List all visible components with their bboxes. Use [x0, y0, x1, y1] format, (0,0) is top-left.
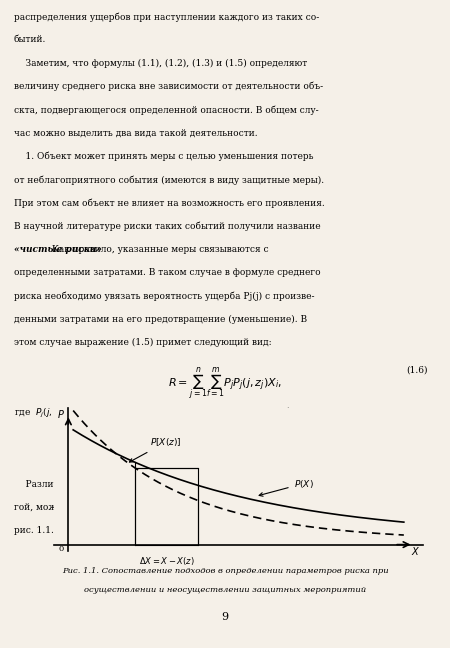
- Text: величину среднего риска вне зависимости от деятельности объ-: величину среднего риска вне зависимости …: [14, 82, 323, 91]
- Text: этом случае выражение (1.5) примет следующий вид:: этом случае выражение (1.5) примет следу…: [14, 338, 271, 347]
- Text: 0: 0: [58, 545, 63, 553]
- Text: В научной литературе риски таких событий получили название: В научной литературе риски таких событий…: [14, 222, 320, 231]
- Text: Рис. 1.1. Сопоставление подходов в определении параметров риска при: Рис. 1.1. Сопоставление подходов в опред…: [62, 567, 388, 575]
- Text: 9: 9: [221, 612, 229, 622]
- Text: осуществлении и неосуществлении защитных мероприятий: осуществлении и неосуществлении защитных…: [84, 586, 366, 594]
- Text: $P[X(z)]$: $P[X(z)]$: [130, 436, 181, 462]
- Text: Заметим, что формулы (1.1), (1.2), (1.3) и (1.5) определяют: Заметим, что формулы (1.1), (1.2), (1.3)…: [14, 59, 307, 68]
- Text: гой, можно проиллюстрировать графиком, представленным на: гой, можно проиллюстрировать графиком, п…: [14, 503, 316, 512]
- Text: (1.6): (1.6): [406, 365, 428, 375]
- Text: где  $P_j(j, z_j)$    условная вероятность возникновения ущерба $X_i$ при на-: где $P_j(j, z_j)$ условная вероятность в…: [14, 406, 344, 420]
- Text: риска необходимо увязать вероятность ущерба Pj(j) с произве-: риска необходимо увязать вероятность уще…: [14, 292, 314, 301]
- Text: денными затратами на его предотвращение (уменьшение). В: денными затратами на его предотвращение …: [14, 315, 306, 324]
- Text: от неблагоприятного события (имеются в виду защитные меры).: от неблагоприятного события (имеются в в…: [14, 175, 324, 185]
- Text: ступлении неблагоприятного события $j$-го типа и осуще-: ступлении неблагоприятного события $j$-г…: [14, 429, 327, 443]
- Text: распределения ущербов при наступлении каждого из таких со-: распределения ущербов при наступлении ка…: [14, 12, 319, 21]
- Text: $X$: $X$: [411, 544, 420, 557]
- Text: час можно выделить два вида такой деятельности.: час можно выделить два вида такой деятел…: [14, 128, 257, 137]
- Text: Как правило, указанные меры связываются с: Как правило, указанные меры связываются …: [49, 245, 268, 254]
- Text: бытий.: бытий.: [14, 36, 46, 44]
- Text: Различия в формуле (1.5), с одной стороны, и (1.6) — с дру-: Различия в формуле (1.5), с одной сторон…: [14, 480, 311, 489]
- Text: 1. Объект может принять меры с целью уменьшения потерь: 1. Объект может принять меры с целью уме…: [14, 152, 313, 161]
- Text: При этом сам объект не влияет на возможность его проявления.: При этом сам объект не влияет на возможн…: [14, 198, 324, 208]
- Text: $R = \sum_{j=1}^{n}\sum_{f=1}^{m} P_j P_j(j, z_j) X_i,$: $R = \sum_{j=1}^{n}\sum_{f=1}^{m} P_j P_…: [168, 365, 282, 403]
- Text: «чистые риски»: «чистые риски»: [14, 245, 102, 254]
- Text: скта, подвергающегося определенной опасности. В общем слу-: скта, подвергающегося определенной опасн…: [14, 105, 318, 115]
- Text: $P$: $P$: [57, 408, 65, 420]
- Text: определенными затратами. В таком случае в формуле среднего: определенными затратами. В таком случае …: [14, 268, 320, 277]
- Bar: [135, 469, 198, 544]
- Text: ствления защитных мероприятий от него с затратами $z_j$.: ствления защитных мероприятий от него с …: [14, 452, 327, 465]
- Text: рис. 1.1.: рис. 1.1.: [14, 526, 54, 535]
- Text: $\Delta X = X - X(z)$: $\Delta X = X - X(z)$: [139, 555, 194, 566]
- Text: $P(X)$: $P(X)$: [259, 478, 314, 496]
